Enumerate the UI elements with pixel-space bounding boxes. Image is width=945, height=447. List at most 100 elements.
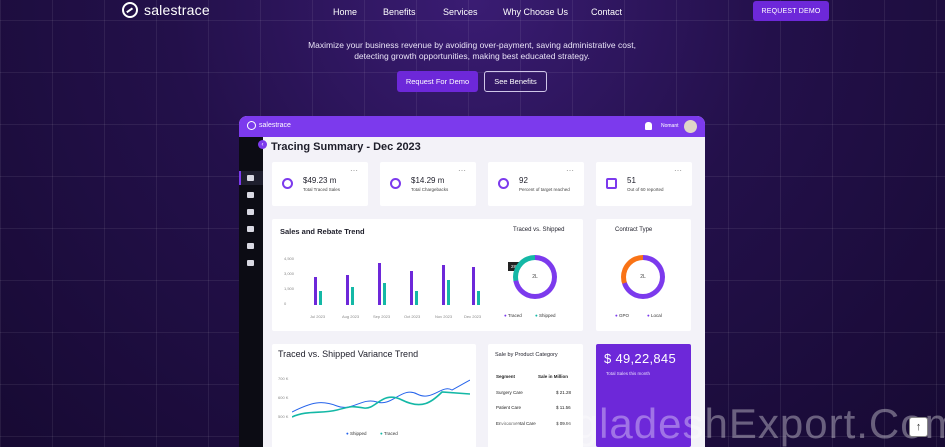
nav-item-services[interactable]: Services	[443, 7, 478, 17]
bar	[319, 291, 322, 305]
bar	[346, 275, 349, 305]
legend-shipped: ● Shipped	[535, 313, 556, 318]
see-benefits-button[interactable]: See Benefits	[484, 71, 547, 92]
nav-item-contact[interactable]: Contact	[591, 7, 623, 17]
kpi-value: $49.23 m	[303, 176, 337, 185]
dashboard-brand: salestrace	[247, 121, 291, 130]
dashboard-brand-name: salestrace	[259, 122, 291, 129]
legend-gpo: ● GPO	[615, 313, 629, 318]
total-sales-label: Total Sales this month	[606, 371, 651, 376]
bar	[351, 287, 354, 305]
table-cell-value: $ 09.96	[556, 421, 572, 426]
refund-icon	[390, 178, 401, 189]
bar	[447, 280, 450, 305]
y-tick: 1,500	[284, 286, 295, 291]
request-demo-button[interactable]: REQUEST DEMO	[753, 1, 829, 21]
bar	[314, 277, 317, 305]
bar	[378, 263, 381, 305]
kpi-label: Out of 60 reported	[627, 187, 664, 192]
total-sales-value: $ 49,22,845	[604, 351, 676, 366]
dashboard-preview: salestrace Nomant ‹ Tracing Summary - De…	[239, 116, 705, 447]
request-for-demo-button[interactable]: Request For Demo	[397, 71, 478, 92]
arrow-up-icon: ↑	[915, 421, 922, 433]
nav-item-home[interactable]: Home	[333, 7, 358, 17]
variance-trend-card: Traced vs. Shipped Variance Trend 700 K …	[272, 344, 476, 447]
kpi-card-traced-sales: $49.23 m Total Traced Sales ⋯	[272, 162, 368, 206]
bar	[410, 271, 413, 305]
bar	[472, 267, 475, 305]
document-icon	[247, 243, 254, 249]
category-card: Sale by Product Category Segment Sale in…	[488, 344, 583, 447]
variance-title: Traced vs. Shipped Variance Trend	[278, 349, 419, 359]
dashboard-logo-icon	[247, 121, 256, 130]
y-tick: 700 K	[278, 376, 289, 381]
watermark: BangladeshExport.Com	[497, 400, 945, 447]
traced-line	[292, 391, 470, 418]
calendar-icon	[247, 209, 254, 215]
x-tick: Jul 2023	[310, 314, 326, 319]
target-icon	[498, 178, 509, 189]
legend-traced: ● Traced	[504, 313, 522, 318]
hero-subtitle-line-1: Maximize your business revenue by avoidi…	[308, 40, 636, 50]
hero-subtitle: Maximize your business revenue by avoidi…	[290, 40, 654, 62]
legend-traced: ● Traced	[380, 431, 398, 436]
traced-shipped-title: Traced vs. Shipped	[513, 227, 565, 233]
bar	[383, 283, 386, 305]
nav-item-benefits[interactable]: Benefits	[383, 7, 416, 17]
y-tick: 600 K	[278, 395, 289, 400]
user-name: Nomant	[661, 123, 679, 129]
table-cell-segment: Surgery Care	[496, 390, 523, 395]
y-tick: 500 K	[278, 414, 289, 419]
contract-type-donut: 2L	[621, 255, 665, 299]
contract-type-title: Contract Type	[615, 227, 653, 233]
table-header-segment: Segment	[496, 374, 516, 379]
dashboard-header: salestrace Nomant	[239, 116, 705, 137]
more-icon: ⋯	[458, 166, 466, 175]
table-cell-value: $ 11.56	[556, 405, 571, 410]
total-sales-card: $ 49,22,845 Total Sales this month	[596, 344, 691, 447]
kpi-card-target: 92 Percent of target reached ⋯	[488, 162, 584, 206]
chevron-left-icon: ‹	[258, 140, 267, 149]
kpi-value: 51	[627, 176, 636, 185]
top-nav: salestrace Home Benefits Services Why Ch…	[0, 0, 945, 26]
sales-rebate-title: Sales and Rebate Trend	[280, 227, 365, 236]
kpi-label: Percent of target reached	[519, 187, 570, 192]
x-tick: Dec 2023	[464, 314, 482, 319]
sales-rebate-card: Sales and Rebate Trend 4,500 3,000 1,500…	[272, 219, 583, 331]
brand-name: salestrace	[144, 2, 210, 18]
diamond-icon	[282, 178, 293, 189]
dashboard-title: Tracing Summary - Dec 2023	[271, 141, 421, 153]
bar	[415, 291, 418, 305]
donut-center: 2L	[626, 260, 660, 294]
bar	[477, 291, 480, 305]
y-tick: 0	[284, 301, 287, 306]
table-cell-value: $ 21.28	[556, 390, 572, 395]
traced-shipped-donut: 2L	[513, 255, 557, 299]
bell-icon	[645, 122, 652, 130]
back-to-top-button[interactable]: ↑	[909, 417, 928, 437]
chart-icon	[247, 192, 254, 198]
list-icon	[247, 226, 254, 232]
kpi-label: Total Traced Sales	[303, 187, 341, 192]
legend-shipped: ● Shipped	[346, 431, 367, 436]
contract-type-card: Contract Type 2L ● GPO ● Local	[596, 219, 691, 331]
more-icon: ⋯	[566, 166, 574, 175]
x-tick: Aug 2023	[342, 314, 360, 319]
category-title: Sale by Product Category	[495, 352, 558, 358]
grid-icon	[247, 175, 254, 181]
x-tick: Sep 2023	[373, 314, 391, 319]
shipped-line	[292, 379, 470, 413]
more-icon: ⋯	[674, 166, 682, 175]
brand-logo[interactable]: salestrace	[122, 2, 210, 18]
bar	[442, 265, 445, 305]
legend-local: ● Local	[647, 313, 662, 318]
nav-item-why-choose-us[interactable]: Why Choose Us	[503, 7, 569, 17]
y-tick: 4,500	[284, 256, 295, 261]
x-tick: Oct 2023	[404, 314, 421, 319]
kpi-card-reported: 51 Out of 60 reported ⋯	[596, 162, 692, 206]
kpi-value: $14.29 m	[411, 176, 445, 185]
building-icon	[606, 178, 617, 189]
donut-center: 2L	[518, 260, 552, 294]
sales-bar-area	[302, 257, 488, 305]
avatar	[684, 120, 697, 133]
